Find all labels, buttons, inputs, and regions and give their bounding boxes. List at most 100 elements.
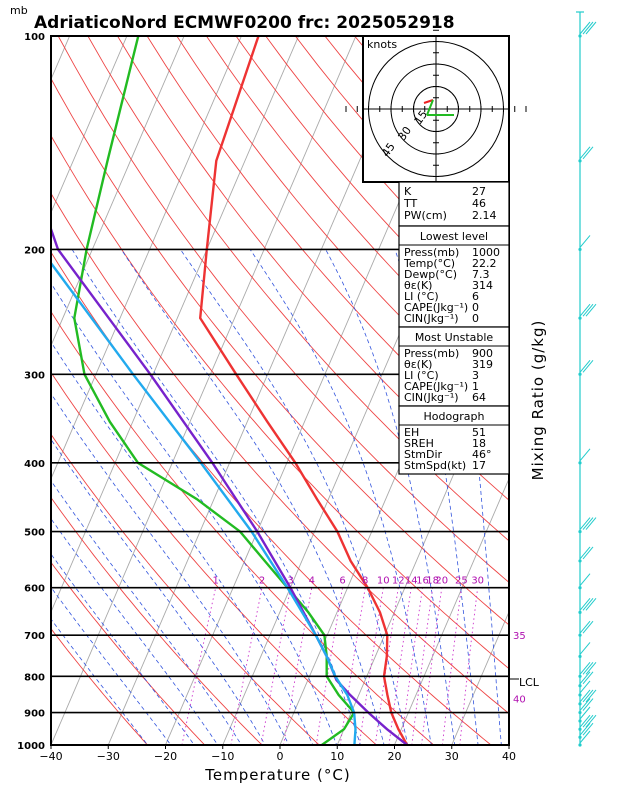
wind-barb: [578, 620, 594, 637]
index-label: K: [404, 185, 412, 198]
pressure-tick-label: 900: [24, 709, 45, 720]
moist-adiabat-line: [71, 249, 361, 745]
lowest-level-label: CAPE(Jkg⁻¹): [404, 301, 468, 314]
moist-adiabat-line: [394, 249, 479, 745]
wind-barb: [578, 546, 594, 563]
lowest-level-label: θε(K): [404, 279, 432, 292]
mixing-ratio-label: 20: [435, 576, 448, 587]
wind-barb-flag: [582, 303, 594, 317]
wind-barb-dot: [578, 316, 582, 320]
isotherm-line: [51, 36, 71, 81]
wind-barb: [578, 448, 591, 465]
wind-barb-flag: [579, 235, 591, 248]
hodograph-trace-link: [426, 99, 434, 116]
index-value: 27: [472, 185, 486, 198]
wind-barb-flag: [579, 448, 591, 462]
wind-barb-flag: [582, 546, 594, 560]
most-unstable-value: 319: [472, 358, 493, 371]
x-tick-label: −40: [39, 750, 62, 763]
wind-barb-flag: [579, 722, 591, 736]
hodograph-stats-label: EH: [404, 426, 419, 439]
wind-barb-column: [576, 11, 597, 747]
most-unstable-header: Most Unstable: [415, 331, 494, 344]
most-unstable-value: 3: [472, 369, 479, 382]
dewpoint-profile: [73, 36, 356, 745]
wind-barb-flag: [579, 21, 591, 35]
wind-barb: [578, 359, 594, 376]
dry-adiabat-line: [117, 36, 509, 501]
wind-barb-flag: [585, 517, 597, 530]
dry-adiabat-line: [51, 561, 206, 745]
pressure-unit-label: mb: [10, 4, 28, 17]
x-tick-label: 20: [388, 750, 402, 763]
wind-barb: [578, 698, 594, 715]
wind-barb-flag: [579, 680, 591, 694]
mixing-ratio-label: 8: [362, 576, 368, 587]
moist-adiabat-line: [51, 341, 314, 745]
mixing-ratio-label: 3: [288, 576, 294, 587]
most-unstable-value: 64: [472, 391, 486, 404]
isotherm-line: [51, 36, 357, 745]
wind-barb-flag: [585, 598, 597, 611]
hodograph-stats-value: 46°: [472, 448, 492, 461]
wind-barb-dot: [578, 702, 582, 706]
x-tick-label: 30: [445, 750, 459, 763]
wind-barb-flag: [579, 642, 591, 655]
wind-barb-flag: [582, 698, 594, 711]
wind-barb-flag: [579, 303, 591, 317]
pressure-tick-label: 600: [24, 584, 45, 595]
dry-adiabat-line: [51, 627, 149, 745]
mixing-ratio-label: 6: [339, 576, 345, 587]
wind-barb-flag: [582, 620, 594, 634]
lowest-level-value: 0: [472, 312, 479, 325]
isotherm-line: [51, 36, 242, 480]
pressure-tick-label: 800: [24, 672, 45, 683]
temperature-profile: [198, 36, 409, 745]
index-value: 2.14: [472, 209, 497, 222]
wind-barb-dot: [578, 684, 582, 688]
moist-adiabat-line: [51, 480, 242, 745]
dry-adiabat-line: [51, 192, 509, 715]
wind-barb-dot: [578, 461, 582, 465]
mixing-ratio-label: 1: [212, 576, 218, 587]
mixing-ratio-line: [374, 587, 399, 745]
pressure-tick-label: 300: [24, 370, 45, 381]
wind-barb: [578, 730, 591, 747]
pressure-tick-labels: 100 200 300 400 500 600 700 800 900 1000: [17, 32, 45, 752]
hodograph-trace: [423, 99, 454, 116]
wind-barb: [578, 235, 591, 252]
most-unstable-value: 900: [472, 347, 493, 360]
index-label: PW(cm): [404, 209, 447, 222]
wind-barb-dot: [578, 586, 582, 590]
wind-barb-flag: [579, 730, 591, 744]
dry-adiabat-line: [51, 310, 435, 745]
wind-barb-dot: [578, 633, 582, 637]
hodograph-stats-value: 18: [472, 437, 486, 450]
dry-adiabat-line: [57, 36, 509, 583]
dry-adiabat-line: [51, 134, 509, 670]
wind-barb-dot: [578, 735, 582, 739]
lowest-level-label: CIN(Jkg⁻¹): [404, 312, 459, 325]
lowest-level-value: 6: [472, 290, 479, 303]
lcl-label: LCL: [519, 676, 540, 689]
wind-barb-flag: [579, 620, 591, 634]
wind-barb-flag: [579, 517, 591, 530]
wind-barb-dot: [578, 610, 582, 614]
most-unstable-box: [398, 326, 510, 407]
lowest-level-label: Press(mb): [404, 246, 459, 259]
mixing-ratio-label: 25: [455, 576, 468, 587]
wind-barb-flag: [579, 689, 591, 703]
x-tick-label: 0: [277, 750, 284, 763]
mixing-ratio-label: 2: [259, 576, 265, 587]
wind-barb-flag: [585, 714, 597, 728]
wind-barb-dot: [578, 247, 582, 252]
wind-barb-flag: [585, 661, 597, 675]
dry-adiabat-line: [51, 77, 509, 626]
dry-adiabat-line: [51, 496, 263, 745]
isotherm-line: [51, 36, 185, 347]
temperature-tick-labels: −40 −30 −20 −10 0 10 20 30 40: [39, 745, 516, 763]
isotherm-line: [0, 20, 19, 760]
wind-barb: [578, 642, 591, 659]
mixing-ratio-line: [230, 587, 263, 745]
